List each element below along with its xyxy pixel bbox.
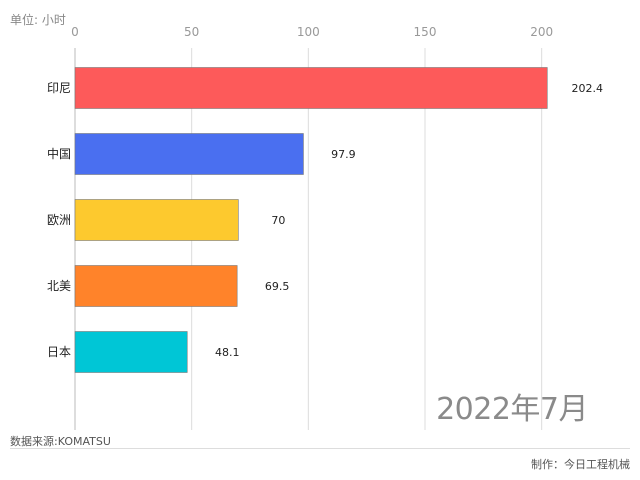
category-label: 印尼 (47, 81, 71, 95)
source-label: 数据来源:KOMATSU (10, 435, 111, 448)
value-label: 202.4 (572, 82, 604, 95)
x-tick-label: 50 (184, 25, 199, 39)
category-label: 日本 (47, 345, 71, 359)
maker-label: 制作：今日工程机械 (531, 458, 630, 471)
value-label: 97.9 (331, 148, 356, 161)
value-label: 70 (271, 214, 285, 227)
value-labels: 202.4 97.9 70 69.5 48.1 (215, 82, 603, 359)
category-label: 中国 (47, 146, 71, 161)
bar (74, 331, 188, 373)
unit-label: 单位: 小时 (10, 13, 66, 27)
bar (74, 67, 548, 109)
x-tick-label: 150 (414, 25, 437, 39)
bar (74, 199, 239, 241)
bars (74, 67, 548, 373)
x-tick-label: 0 (71, 25, 79, 39)
x-axis-ticks: 0 50 100 150 200 (71, 25, 553, 39)
value-label: 69.5 (265, 280, 290, 293)
x-tick-label: 200 (530, 25, 553, 39)
footer-divider (10, 448, 630, 449)
category-label: 北美 (47, 279, 71, 293)
value-label: 48.1 (215, 346, 240, 359)
bar (74, 265, 238, 307)
period-label: 2022年7月 (436, 392, 588, 427)
category-label: 欧洲 (47, 213, 71, 227)
bar (74, 133, 304, 175)
x-tick-label: 100 (297, 25, 320, 39)
